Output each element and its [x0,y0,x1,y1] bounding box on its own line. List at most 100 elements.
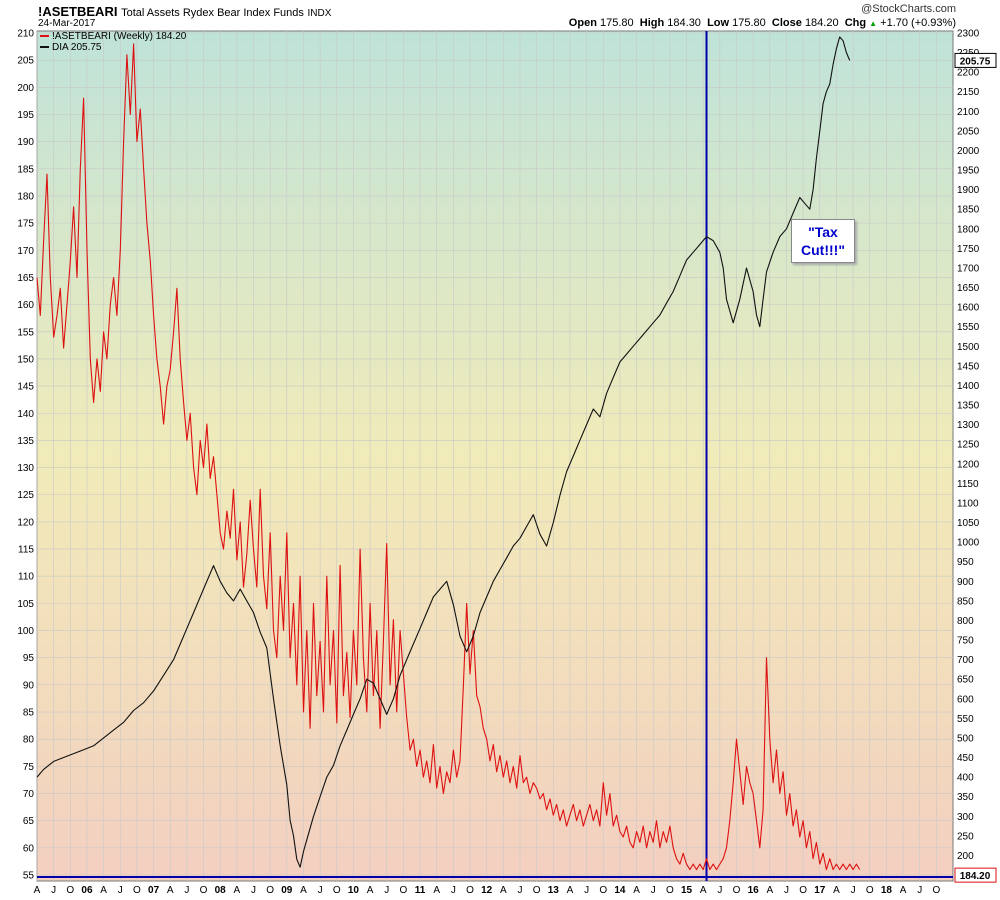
left-tick-label: 120 [17,517,34,528]
x-tick-label: J [851,885,856,896]
left-tick-label: 195 [17,110,34,121]
right-tick-label: 1500 [957,342,980,353]
right-tick-label: 650 [957,675,974,686]
left-tick-label: 75 [23,762,35,773]
x-tick-label: A [300,885,307,896]
low-value: 175.80 [732,17,766,29]
x-axis: A J O 06 A J O 07 A J O 08 A J O 09 A J O 10 A J O 11 A J O 12 A J O 13… [34,885,941,896]
x-tick-label: J [651,885,656,896]
legend-swatch-red [40,35,49,38]
legend-series2-label: DIA 205.75 [52,42,102,53]
x-tick-label: J [517,885,522,896]
left-tick-label: 155 [17,327,34,338]
x-tick-label: 17 [814,885,826,896]
plot-area [36,30,954,882]
right-tick-label: 250 [957,831,974,842]
right-tick-label: 2200 [957,68,980,79]
right-tick-label: 950 [957,557,974,568]
x-tick-label: 11 [415,885,426,896]
left-tick-label: 150 [17,354,34,365]
right-tick-label: 1800 [957,224,980,235]
right-tick-label: 1900 [957,185,980,196]
x-tick-label: 15 [681,885,693,896]
left-tick-label: 140 [17,409,34,420]
annotation-line2: Cut!!!" [801,242,845,258]
right-tick-label: 1100 [957,498,979,509]
legend-series1: !ASETBEARI (Weekly) 184.20 [40,31,186,42]
right-tick-label: 2000 [957,146,980,157]
right-tick-label: 550 [957,714,974,725]
chg-arrow-icon: ▲ [869,19,878,28]
x-tick-label: J [384,885,389,896]
x-tick-label: O [400,885,408,896]
series-group [36,36,861,871]
right-axis: 2300225022002150210020502000195019001850… [957,29,980,882]
chart-date: 24-Mar-2017 [38,18,96,29]
left-tick-label: 90 [23,680,35,691]
x-tick-label: 16 [748,885,760,896]
bear-series-line [36,43,861,871]
right-tick-label: 1700 [957,263,980,274]
right-tick-label: 1850 [957,205,980,216]
x-tick-label: 13 [548,885,560,896]
x-tick-label: J [318,885,323,896]
high-label: High [639,17,665,29]
right-price-tag-box [954,52,997,68]
x-tick-label: A [700,885,707,896]
right-tick-label: 1000 [957,538,980,549]
left-tick-label: 160 [17,300,34,311]
right-tick-label: 500 [957,733,974,744]
right-tick-label: 750 [957,636,974,647]
left-tick-label: 145 [17,382,34,393]
x-tick-label: O [200,885,208,896]
left-tick-label: 190 [17,137,34,148]
right-tick-label: 2150 [957,87,980,98]
right-tick-label: 2100 [957,107,980,118]
x-tick-label: A [167,885,174,896]
right-tick-label: 1550 [957,322,980,333]
symbol: !ASETBEARI [38,4,118,19]
left-tick-label: 125 [17,490,34,501]
open-label: Open [568,17,597,29]
left-price-tag-label: 184.20 [960,871,991,882]
right-tick-label: 1950 [957,166,980,177]
exchange: INDX [307,8,332,19]
left-tick-label: 110 [18,572,34,583]
annotation-line1: "Tax [808,224,838,240]
right-tick-label: 1300 [957,420,980,431]
close-value: 184.20 [804,17,839,29]
chg-label: Chg [844,17,867,29]
right-tick-label: 300 [957,812,974,823]
right-tick-label: 450 [957,753,974,764]
x-tick-label: 09 [281,885,293,896]
left-tick-label: 65 [23,816,35,827]
left-tick-label: 115 [18,545,34,556]
price-tags: 205.75 184.20 [954,52,997,883]
tax-cut-annotation: "Tax Cut!!!" [791,219,855,263]
left-tick-label: 135 [17,436,34,447]
left-tick-label: 85 [23,708,35,719]
x-tick-label: A [367,885,374,896]
right-price-tag-label: 205.75 [960,56,991,67]
x-tick-label: A [766,885,773,896]
x-tick-label: A [500,885,507,896]
right-tick-label: 1200 [957,459,980,470]
chart-header: !ASETBEARI Total Assets Rydex Bear Index… [38,4,331,19]
open-value: 175.80 [599,17,634,29]
legend-series1-label: !ASETBEARI (Weekly) 184.20 [52,31,187,42]
x-tick-label: O [666,885,674,896]
low-label: Low [707,17,730,29]
x-tick-label: A [433,885,440,896]
left-tick-label: 130 [17,463,34,474]
left-tick-label: 200 [17,83,34,94]
left-tick-label: 55 [23,871,35,882]
x-tick-label: O [866,885,874,896]
close-label: Close [771,17,802,29]
x-tick-label: J [118,885,123,896]
right-tick-label: 2050 [957,126,980,137]
right-tick-label: 1350 [957,401,980,412]
x-tick-label: O [333,885,341,896]
x-tick-label: 14 [614,885,626,896]
x-tick-label: A [900,885,907,896]
x-tick-label: A [234,885,241,896]
